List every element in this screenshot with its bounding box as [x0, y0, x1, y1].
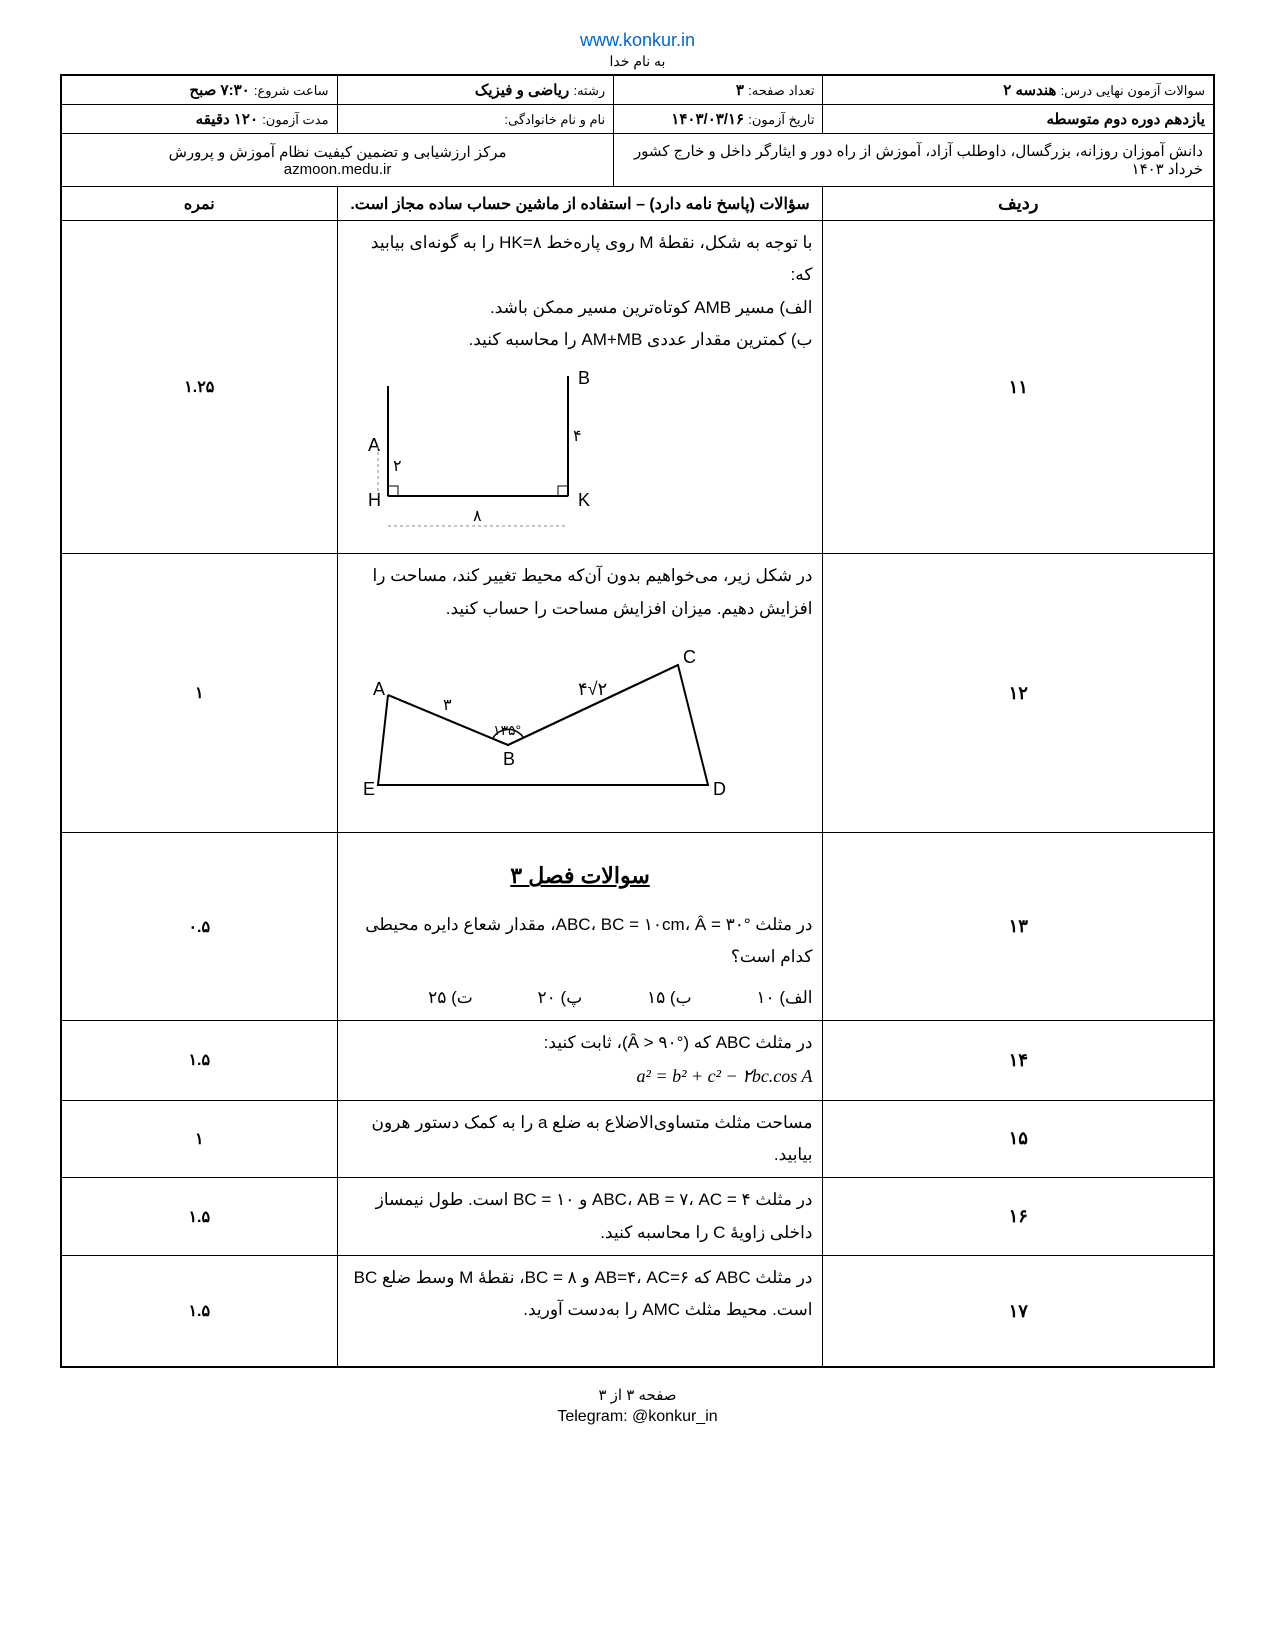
center-name: مرکز ارزشیابی و تضمین کیفیت نظام آموزش و… — [72, 143, 603, 161]
svg-text:۸: ۸ — [473, 508, 482, 525]
svg-text:A: A — [373, 679, 385, 699]
center-url: azmoon.medu.ir — [72, 161, 603, 178]
name-label: نام و نام خانوادگی: — [504, 112, 605, 127]
svg-text:H: H — [368, 490, 381, 510]
q14-text: در مثلث ABC که (Â > ۹۰°)، ثابت کنید: — [544, 1033, 813, 1052]
q11-score: ۱.۲۵ — [61, 221, 337, 554]
q12-score: ۱ — [61, 554, 337, 833]
svg-text:K: K — [578, 490, 590, 510]
date-value: ۱۴۰۳/۰۳/۱۶ — [671, 111, 744, 128]
q11-figure: A B H K ۲ ۴ ۸ — [348, 366, 813, 547]
q13-opt-d: ت) ۲۵ — [428, 988, 473, 1007]
q16-score: ۱.۵ — [61, 1178, 337, 1256]
q17-text: در مثلث ABC که AB=۴، AC=۶ و BC = ۸، نقطه… — [348, 1262, 813, 1327]
start-value: ۷:۳۰ صبح — [189, 82, 249, 99]
q15-text: مساحت مثلث متساوی‌الاضلاع به ضلع a را به… — [348, 1107, 813, 1172]
exam-value: هندسه ۲ — [1003, 82, 1056, 99]
duration-label: مدت آزمون: — [262, 112, 328, 127]
website-url: www.konkur.in — [60, 30, 1215, 51]
svg-text:۲: ۲ — [393, 458, 402, 475]
q13-text: در مثلث ABC، BC = ۱۰cm، Â = ۳۰°، مقدار ش… — [348, 909, 813, 974]
svg-text:E: E — [363, 779, 375, 799]
svg-text:C: C — [683, 647, 696, 667]
q14-num: ۱۴ — [823, 1021, 1214, 1101]
telegram-handle: Telegram: @konkur_in — [60, 1408, 1215, 1426]
q12-figure: A B C D E ۳ ۴√۲ ۱۳۵° — [348, 635, 813, 826]
svg-text:۳: ۳ — [443, 697, 452, 714]
q17-num: ۱۷ — [823, 1255, 1214, 1367]
exam-label: سوالات آزمون نهایی درس: — [1061, 83, 1205, 98]
q16-num: ۱۶ — [823, 1178, 1214, 1256]
q13-score: ۰.۵ — [61, 833, 337, 1021]
q15-num: ۱۵ — [823, 1100, 1214, 1178]
q13-num: ۱۳ — [823, 833, 1214, 1021]
q15-score: ۱ — [61, 1100, 337, 1178]
q14-formula: a² = b² + c² − ۲bc.cos A — [637, 1059, 813, 1093]
start-label: ساعت شروع: — [254, 83, 329, 98]
q12-text: در شکل زیر، می‌خواهیم بدون آن‌که محیط تغ… — [348, 560, 813, 625]
q13-opt-a: الف) ۱۰ — [756, 988, 812, 1007]
pages-value: ۳ — [736, 82, 744, 99]
svg-text:۴√۲: ۴√۲ — [578, 679, 607, 699]
svg-text:B: B — [578, 368, 590, 388]
q17-score: ۱.۵ — [61, 1255, 337, 1367]
col-row-label: ردیف — [823, 187, 1214, 221]
grade: یازدهم دوره دوم متوسطه — [1046, 111, 1205, 128]
date-label: تاریخ آزمون: — [748, 112, 814, 127]
besmellah: به نام خدا — [60, 53, 1215, 70]
major-value: ریاضی و فیزیک — [475, 82, 569, 99]
col-questions-label: سؤالات (پاسخ نامه دارد) – استفاده از ماش… — [337, 187, 823, 221]
pages-label: تعداد صفحه: — [748, 83, 814, 98]
major-label: رشته: — [573, 83, 605, 98]
svg-text:B: B — [503, 749, 515, 769]
q11-text-main: با توجه به شکل، نقطهٔ M روی پاره‌خط HK=۸… — [348, 227, 813, 292]
q13-options: الف) ۱۰ ب) ۱۵ پ) ۲۰ ت) ۲۵ — [348, 982, 813, 1014]
q13-opt-c: پ) ۲۰ — [538, 988, 583, 1007]
svg-text:D: D — [713, 779, 726, 799]
svg-text:۴: ۴ — [573, 428, 582, 445]
q11-text-b: ب) کمترین مقدار عددی AM+MB را محاسبه کنی… — [348, 324, 813, 356]
q14-score: ۱.۵ — [61, 1021, 337, 1101]
q12-num: ۱۲ — [823, 554, 1214, 833]
duration-value: ۱۲۰ دقیقه — [196, 111, 258, 128]
col-score-label: نمره — [61, 187, 337, 221]
q11-num: ۱۱ — [823, 221, 1214, 554]
section3-title: سوالات فصل ۳ — [348, 855, 813, 897]
q16-text: در مثلث ABC، AB = ۷، AC = ۴ و BC = ۱۰ اس… — [348, 1184, 813, 1249]
students-info: دانش آموزان روزانه، بزرگسال، داوطلب آزاد… — [614, 134, 1214, 187]
exam-table: سوالات آزمون نهایی درس: هندسه ۲ تعداد صف… — [60, 74, 1215, 1368]
q13-opt-b: ب) ۱۵ — [647, 988, 692, 1007]
page-footer: صفحه ۳ از ۳ — [60, 1386, 1215, 1404]
q11-text-a: الف) مسیر AMB کوتاه‌ترین مسیر ممکن باشد. — [348, 292, 813, 324]
